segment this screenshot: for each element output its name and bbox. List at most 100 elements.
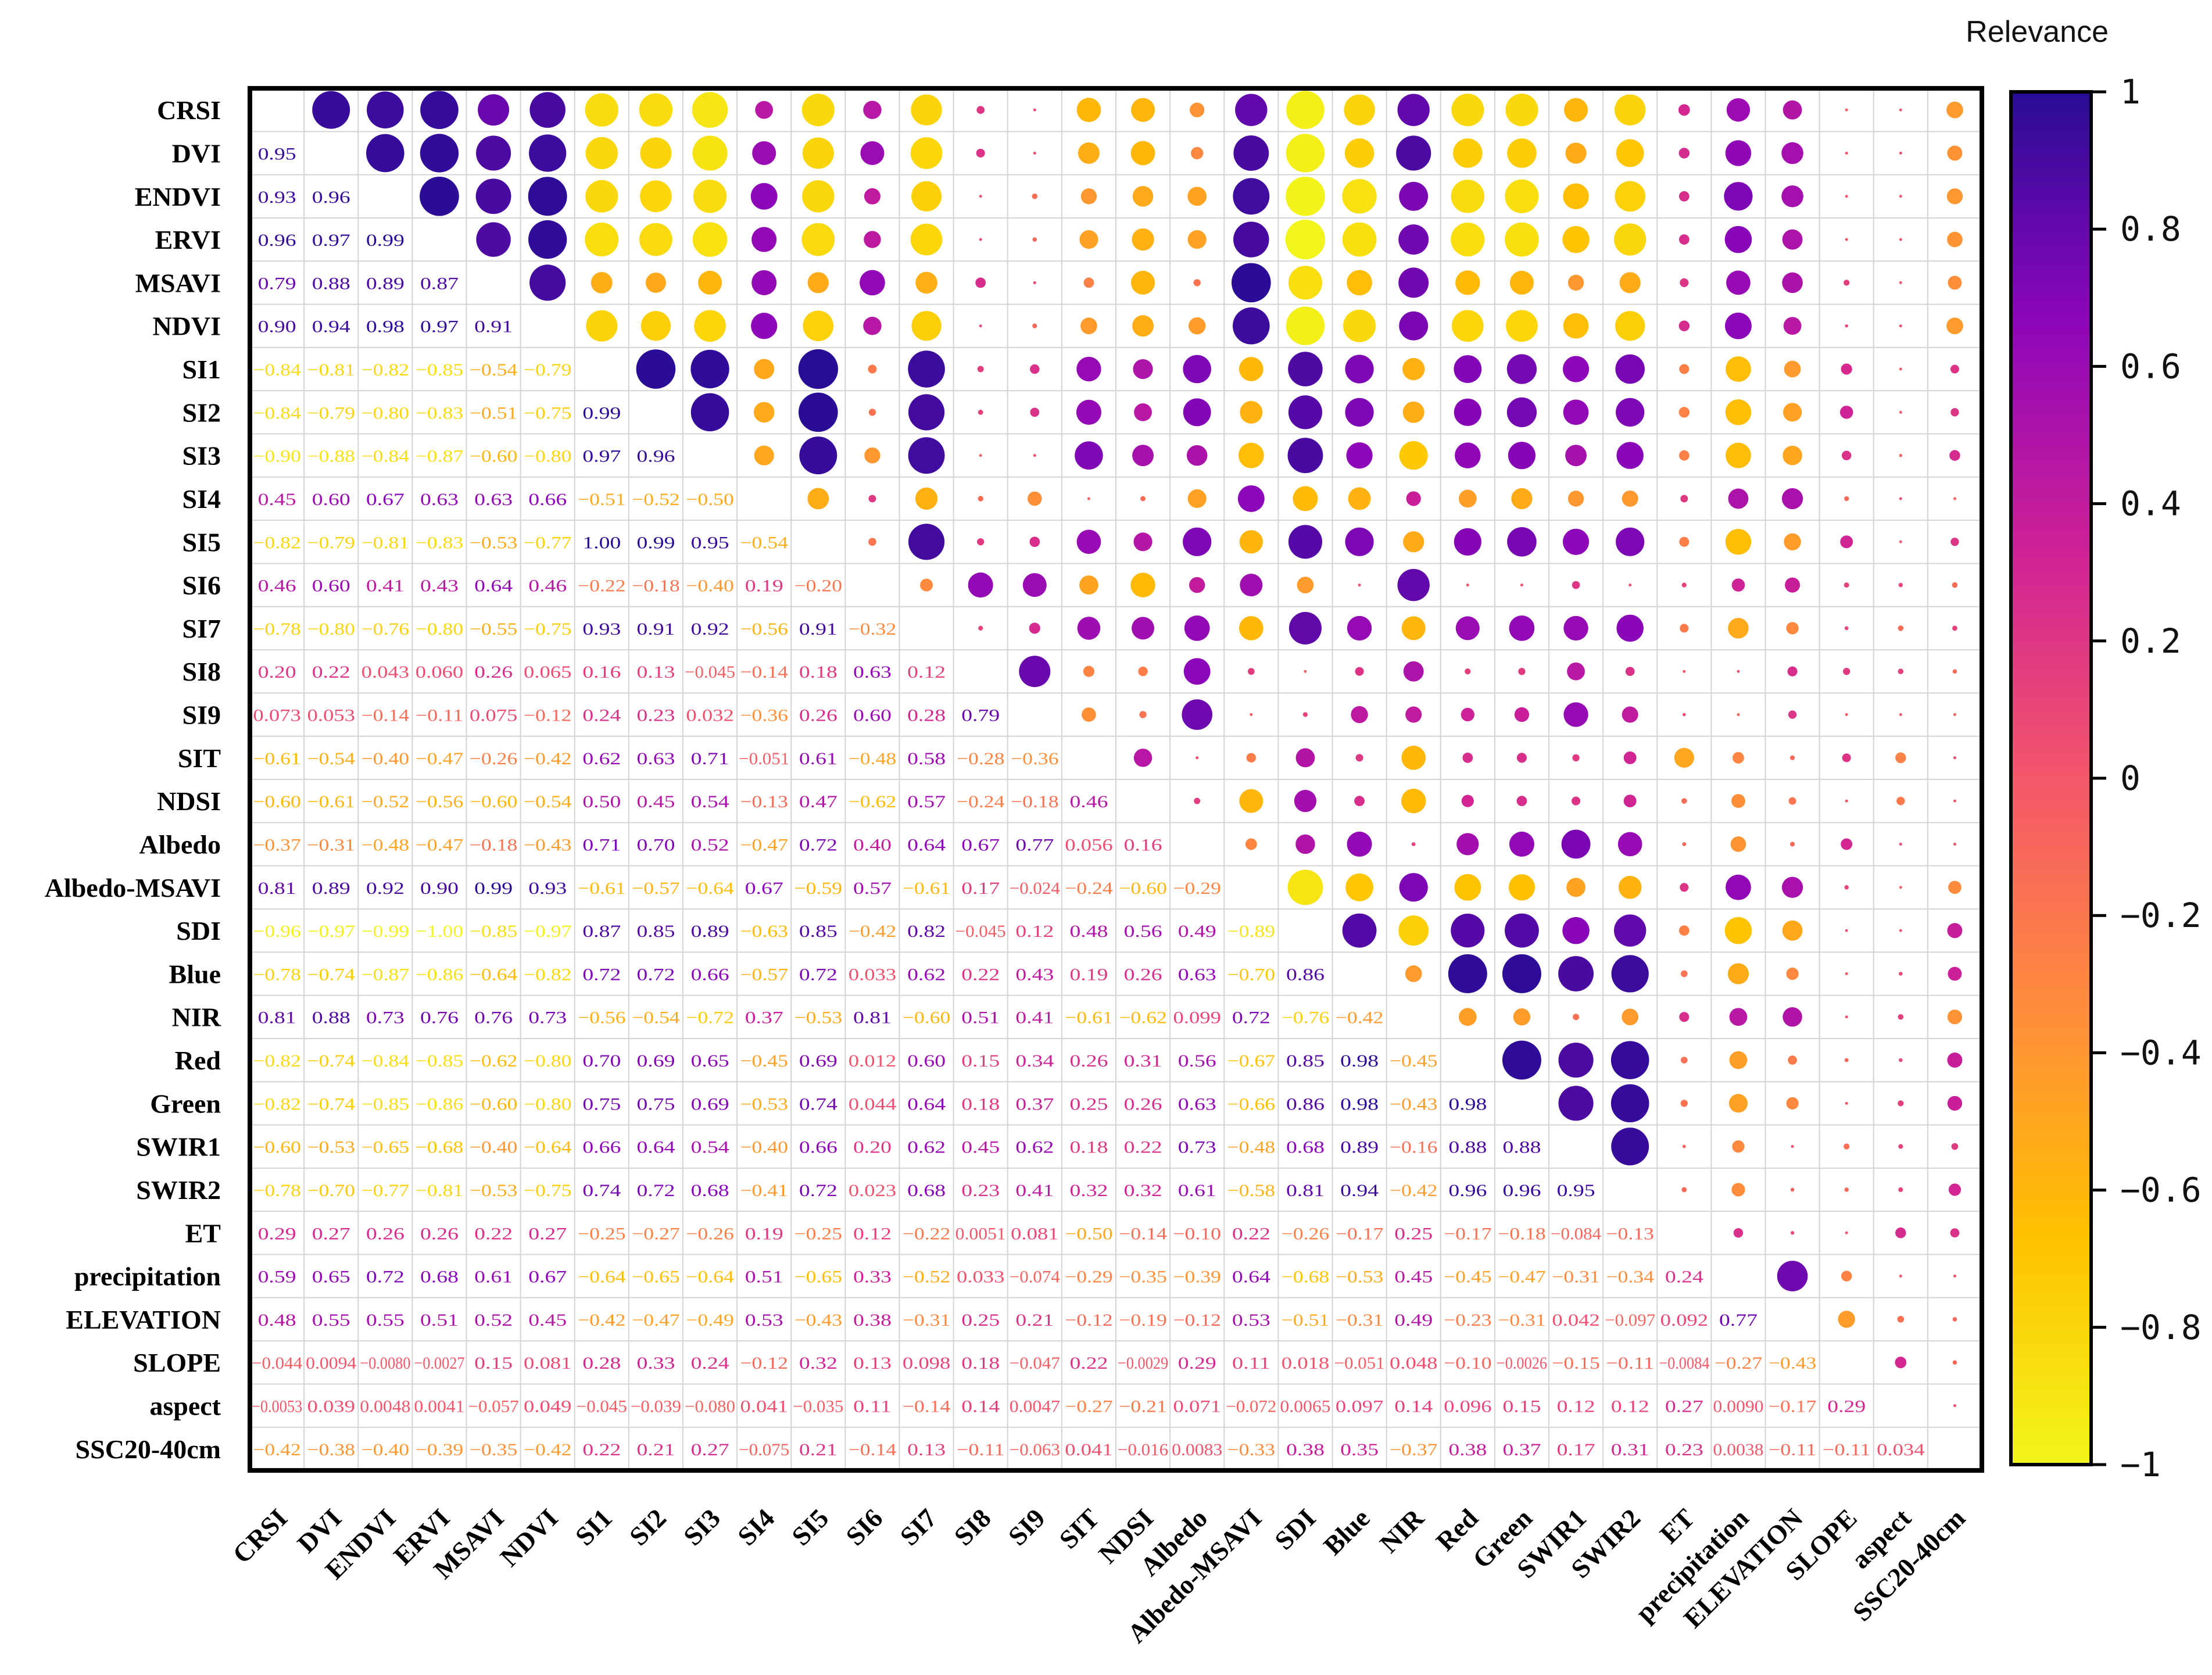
corr-circle-NDSI-ELEVATION xyxy=(1788,797,1796,805)
corr-circle-SWIR1-SWIR2 xyxy=(1611,1128,1649,1166)
corr-circle-Red-SLOPE xyxy=(1844,1058,1849,1062)
corr-value-SSC20-40cm-DVI: −0.38 xyxy=(307,1440,355,1459)
corr-value-Albedo-MSAVI-SIT: −0.24 xyxy=(1065,879,1113,898)
corr-circle-MSAVI-Green xyxy=(1509,270,1534,295)
col-label-SI8: SI8 xyxy=(948,1503,997,1551)
corr-circle-ENDVI-SI2 xyxy=(640,180,672,213)
corr-circle-SI8-SWIR2 xyxy=(1625,667,1635,677)
corr-circle-CRSI-SI4 xyxy=(755,101,774,119)
corr-value-SLOPE-NDVI: 0.081 xyxy=(524,1354,572,1373)
corr-circle-SI1-Albedo xyxy=(1183,355,1211,384)
corr-value-Albedo-MSAVI-ERVI: 0.90 xyxy=(420,879,459,898)
corr-circle-DVI-ERVI xyxy=(420,134,459,173)
corr-circle-SI5-ET xyxy=(1679,536,1690,547)
corr-value-SWIR2-Red: 0.96 xyxy=(1448,1181,1487,1200)
row-label-SI8: SI8 xyxy=(182,657,221,686)
corr-circle-SI1-ELEVATION xyxy=(1784,360,1801,378)
corr-value-Albedo-SI2: 0.70 xyxy=(636,835,675,854)
corr-value-Albedo-SI1: 0.71 xyxy=(582,835,621,854)
corr-value-aspect-SWIR1: 0.12 xyxy=(1557,1397,1595,1416)
corr-value-aspect-SI9: 0.0047 xyxy=(1010,1397,1060,1416)
corr-value-SWIR1-SI2: 0.64 xyxy=(636,1138,675,1157)
corr-value-Green-NDSI: 0.26 xyxy=(1124,1094,1162,1114)
corr-circle-SI5-SWIR2 xyxy=(1616,527,1645,556)
corr-value-Red-SI3: 0.65 xyxy=(691,1051,729,1071)
corr-value-Green-SI4: −0.53 xyxy=(740,1094,788,1114)
corr-circle-CRSI-ELEVATION xyxy=(1783,100,1802,120)
corr-value-Red-ENDVI: −0.84 xyxy=(361,1051,410,1071)
corr-value-Albedo-MSAVI-SI2: −0.57 xyxy=(632,879,680,898)
corr-value-SDI-Albedo-MSAVI: −0.89 xyxy=(1227,922,1276,941)
corr-value-SI3-SI2: 0.96 xyxy=(636,447,675,466)
row-label-precipitation: precipitation xyxy=(74,1262,221,1291)
corr-circle-NDVI-Blue xyxy=(1343,309,1376,342)
corr-value-Albedo-ENDVI: −0.48 xyxy=(361,835,410,854)
corr-circle-precipitation-SSC20-40cm xyxy=(1953,1275,1956,1278)
row-label-aspect: aspect xyxy=(149,1391,221,1421)
corr-value-ET-Green: −0.18 xyxy=(1498,1224,1546,1243)
corr-circle-SIT-precipitation xyxy=(1733,751,1744,764)
corr-value-SI1-ERVI: −0.85 xyxy=(416,360,464,380)
corr-circle-MSAVI-SI4 xyxy=(751,270,777,295)
corr-circle-SI4-SSC20-40cm xyxy=(1953,497,1957,500)
corr-circle-NDVI-Red xyxy=(1451,310,1484,342)
corr-circle-Albedo-ET xyxy=(1682,842,1687,846)
corr-value-aspect-SI8: 0.14 xyxy=(961,1397,1000,1416)
corr-value-SSC20-40cm-SI7: 0.13 xyxy=(907,1440,946,1459)
corr-value-SWIR2-SDI: 0.81 xyxy=(1286,1181,1325,1200)
corr-circle-CRSI-SI2 xyxy=(639,93,673,127)
corr-value-SDI-MSAVI: −0.85 xyxy=(470,922,518,941)
corr-circle-MSAVI-Blue xyxy=(1347,270,1372,296)
corr-value-NDSI-NDVI: −0.54 xyxy=(524,792,572,811)
corr-circle-precipitation-ELEVATION xyxy=(1777,1261,1808,1291)
corr-value-Red-SIT: 0.26 xyxy=(1069,1051,1108,1071)
corr-value-Blue-SI1: 0.72 xyxy=(582,965,621,984)
corr-circle-MSAVI-SIT xyxy=(1083,277,1094,288)
corr-value-SDI-SI1: 0.87 xyxy=(582,922,621,941)
corr-value-SWIR1-NDVI: −0.64 xyxy=(524,1138,572,1157)
corr-circle-Red-precipitation xyxy=(1729,1051,1748,1069)
corr-circle-Green-SSC20-40cm xyxy=(1947,1096,1963,1111)
corr-value-ET-SI9: 0.081 xyxy=(1011,1224,1059,1243)
corr-circle-SI7-SDI xyxy=(1288,611,1322,645)
corr-circle-CRSI-SI3 xyxy=(692,92,728,128)
corr-circle-DVI-ELEVATION xyxy=(1781,142,1803,164)
corr-circle-NDVI-Albedo-MSAVI xyxy=(1233,307,1270,345)
corr-circle-aspect-SSC20-40cm xyxy=(1953,1404,1956,1408)
corr-circle-SI2-aspect xyxy=(1899,410,1902,414)
corr-value-Albedo-SI5: 0.72 xyxy=(799,835,837,854)
corr-value-SLOPE-SIT: 0.22 xyxy=(1069,1354,1108,1373)
corr-value-Red-SI4: −0.45 xyxy=(740,1051,788,1071)
corr-value-SLOPE-precipitation: −0.27 xyxy=(1715,1354,1763,1373)
corr-value-NIR-CRSI: 0.81 xyxy=(258,1008,296,1028)
corr-circle-SI6-ELEVATION xyxy=(1785,577,1801,593)
corr-value-ET-SWIR2: −0.13 xyxy=(1606,1224,1654,1243)
corr-value-Green-SI9: 0.37 xyxy=(1015,1094,1054,1114)
corr-circle-DVI-SI7 xyxy=(910,137,943,169)
corr-circle-precipitation-aspect xyxy=(1899,1275,1902,1278)
corr-circle-SWIR2-ELEVATION xyxy=(1790,1187,1795,1192)
corr-circle-NDVI-Green xyxy=(1506,310,1538,342)
corr-value-SDI-SI9: 0.12 xyxy=(1015,922,1054,941)
corr-circle-DVI-Albedo xyxy=(1191,146,1204,160)
corr-value-ELEVATION-precipitation: 0.77 xyxy=(1719,1311,1758,1330)
corr-circle-ENDVI-precipitation xyxy=(1724,182,1753,211)
corr-circle-MSAVI-SWIR2 xyxy=(1619,272,1641,294)
corr-circle-SIT-Albedo xyxy=(1196,756,1199,760)
col-label-SI7: SI7 xyxy=(894,1503,943,1551)
corr-value-Albedo-MSAVI-SI7: −0.61 xyxy=(903,879,951,898)
corr-value-Albedo-NDVI: −0.43 xyxy=(524,835,572,854)
corr-circle-NDVI-SI5 xyxy=(803,310,834,342)
corr-value-NDSI-ERVI: −0.56 xyxy=(416,792,464,811)
corr-circle-SI9-SIT xyxy=(1082,707,1096,722)
corr-value-NIR-SI6: 0.81 xyxy=(853,1008,892,1028)
row-label-ERVI: ERVI xyxy=(155,225,221,255)
corr-circle-SI5-SDI xyxy=(1288,525,1322,559)
corr-circle-DVI-SI5 xyxy=(802,137,834,169)
corr-circle-SI2-SSC20-40cm xyxy=(1950,408,1959,417)
corr-value-Green-ERVI: −0.86 xyxy=(416,1094,464,1114)
corr-circle-ERVI-SWIR2 xyxy=(1613,223,1647,256)
row-label-DVI: DVI xyxy=(172,138,221,168)
colorbar-ticks: 1 0.8 0.6 0.4 0.2 0 −0.2 −0.4 −0.6 −0.8 −1 xyxy=(2091,72,2202,1484)
corr-circle-ENDVI-SSC20-40cm xyxy=(1946,188,1963,205)
